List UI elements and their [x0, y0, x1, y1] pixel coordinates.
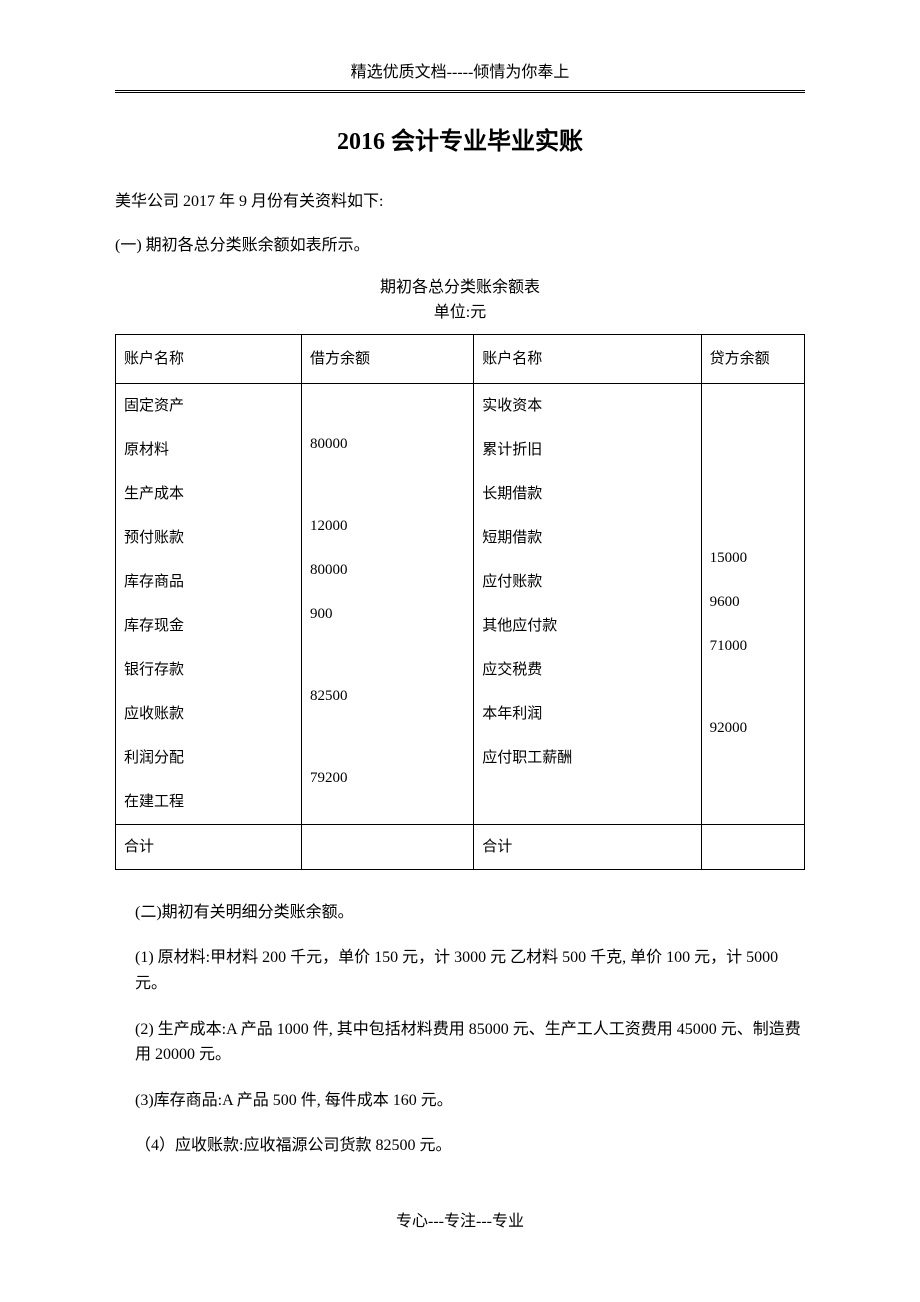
footer-cell-3: 合计 — [474, 824, 701, 869]
section2-item1: (1) 原材料:甲材料 200 千元，单价 150 元，计 3000 元 乙材料… — [135, 945, 805, 996]
header-cell-2: 借方余额 — [302, 334, 474, 383]
cell: 应付账款 — [474, 560, 700, 604]
cell: 12000 — [302, 504, 473, 548]
cell — [302, 466, 473, 504]
table-body-row: 固定资产 原材料 生产成本 预付账款 库存商品 库存现金 银行存款 应收账款 利… — [116, 383, 805, 824]
cell — [302, 718, 473, 756]
cell: 短期借款 — [474, 516, 700, 560]
header-underline — [115, 90, 805, 93]
body-col-3: 实收资本 累计折旧 长期借款 短期借款 应付账款 其他应付款 应交税费 本年利润… — [474, 383, 701, 824]
section2-item2: (2) 生产成本:A 产品 1000 件, 其中包括材料费用 85000 元、生… — [135, 1017, 805, 1068]
cell — [474, 780, 700, 818]
cell: 80000 — [302, 548, 473, 592]
cell: 生产成本 — [116, 472, 301, 516]
cell: 固定资产 — [116, 384, 301, 428]
cell: 原材料 — [116, 428, 301, 472]
body-col-2: 80000 12000 80000 900 82500 79200 — [302, 383, 474, 824]
cell: 80000 — [302, 422, 473, 466]
section2-title: (二)期初有关明细分类账余额。 — [135, 900, 805, 926]
table-unit: 单位:元 — [115, 300, 805, 326]
balance-table: 账户名称 借方余额 账户名称 贷方余额 固定资产 原材料 生产成本 预付账款 库… — [115, 334, 805, 870]
cell: 15000 — [702, 536, 804, 580]
header-top-text: 精选优质文档-----倾情为你奉上 — [115, 60, 805, 86]
cell: 其他应付款 — [474, 604, 700, 648]
cell — [702, 460, 804, 498]
cell — [702, 422, 804, 460]
cell: 库存商品 — [116, 560, 301, 604]
cell: 71000 — [702, 624, 804, 668]
cell: 银行存款 — [116, 648, 301, 692]
cell: 900 — [302, 592, 473, 636]
cell — [302, 636, 473, 674]
cell: 82500 — [302, 674, 473, 718]
cell: 利润分配 — [116, 736, 301, 780]
cell — [302, 384, 473, 422]
section2-item3: (3)库存商品:A 产品 500 件, 每件成本 160 元。 — [135, 1088, 805, 1114]
footer-cell-1: 合计 — [116, 824, 302, 869]
table-footer-row: 合计 合计 — [116, 824, 805, 869]
footer-cell-4 — [701, 824, 804, 869]
header-cell-4: 贷方余额 — [701, 334, 804, 383]
cell: 本年利润 — [474, 692, 700, 736]
cell: 应付职工薪酬 — [474, 736, 700, 780]
cell — [702, 384, 804, 422]
cell: 应收账款 — [116, 692, 301, 736]
cell: 9600 — [702, 580, 804, 624]
cell: 在建工程 — [116, 780, 301, 824]
intro-line-1: 美华公司 2017 年 9 月份有关资料如下: — [115, 189, 805, 215]
cell — [702, 750, 804, 788]
cell: 实收资本 — [474, 384, 700, 428]
cell: 79200 — [302, 756, 473, 800]
cell: 应交税费 — [474, 648, 700, 692]
table-title: 期初各总分类账余额表 — [115, 276, 805, 300]
footer-text: 专心---专注---专业 — [115, 1209, 805, 1235]
cell: 92000 — [702, 706, 804, 750]
cell — [702, 668, 804, 706]
body-col-4: 15000 9600 71000 92000 — [701, 383, 804, 824]
table-header-row: 账户名称 借方余额 账户名称 贷方余额 — [116, 334, 805, 383]
cell: 库存现金 — [116, 604, 301, 648]
header-cell-1: 账户名称 — [116, 334, 302, 383]
body-col-1: 固定资产 原材料 生产成本 预付账款 库存商品 库存现金 银行存款 应收账款 利… — [116, 383, 302, 824]
cell: 预付账款 — [116, 516, 301, 560]
cell: 长期借款 — [474, 472, 700, 516]
document-title: 2016 会计专业毕业实账 — [115, 123, 805, 161]
intro-line-2: (一) 期初各总分类账余额如表所示。 — [115, 233, 805, 259]
section2-item4: （4）应收账款:应收福源公司货款 82500 元。 — [135, 1133, 805, 1159]
cell: 累计折旧 — [474, 428, 700, 472]
footer-cell-2 — [302, 824, 474, 869]
cell — [702, 498, 804, 536]
header-cell-3: 账户名称 — [474, 334, 701, 383]
section-two: (二)期初有关明细分类账余额。 (1) 原材料:甲材料 200 千元，单价 15… — [115, 900, 805, 1159]
